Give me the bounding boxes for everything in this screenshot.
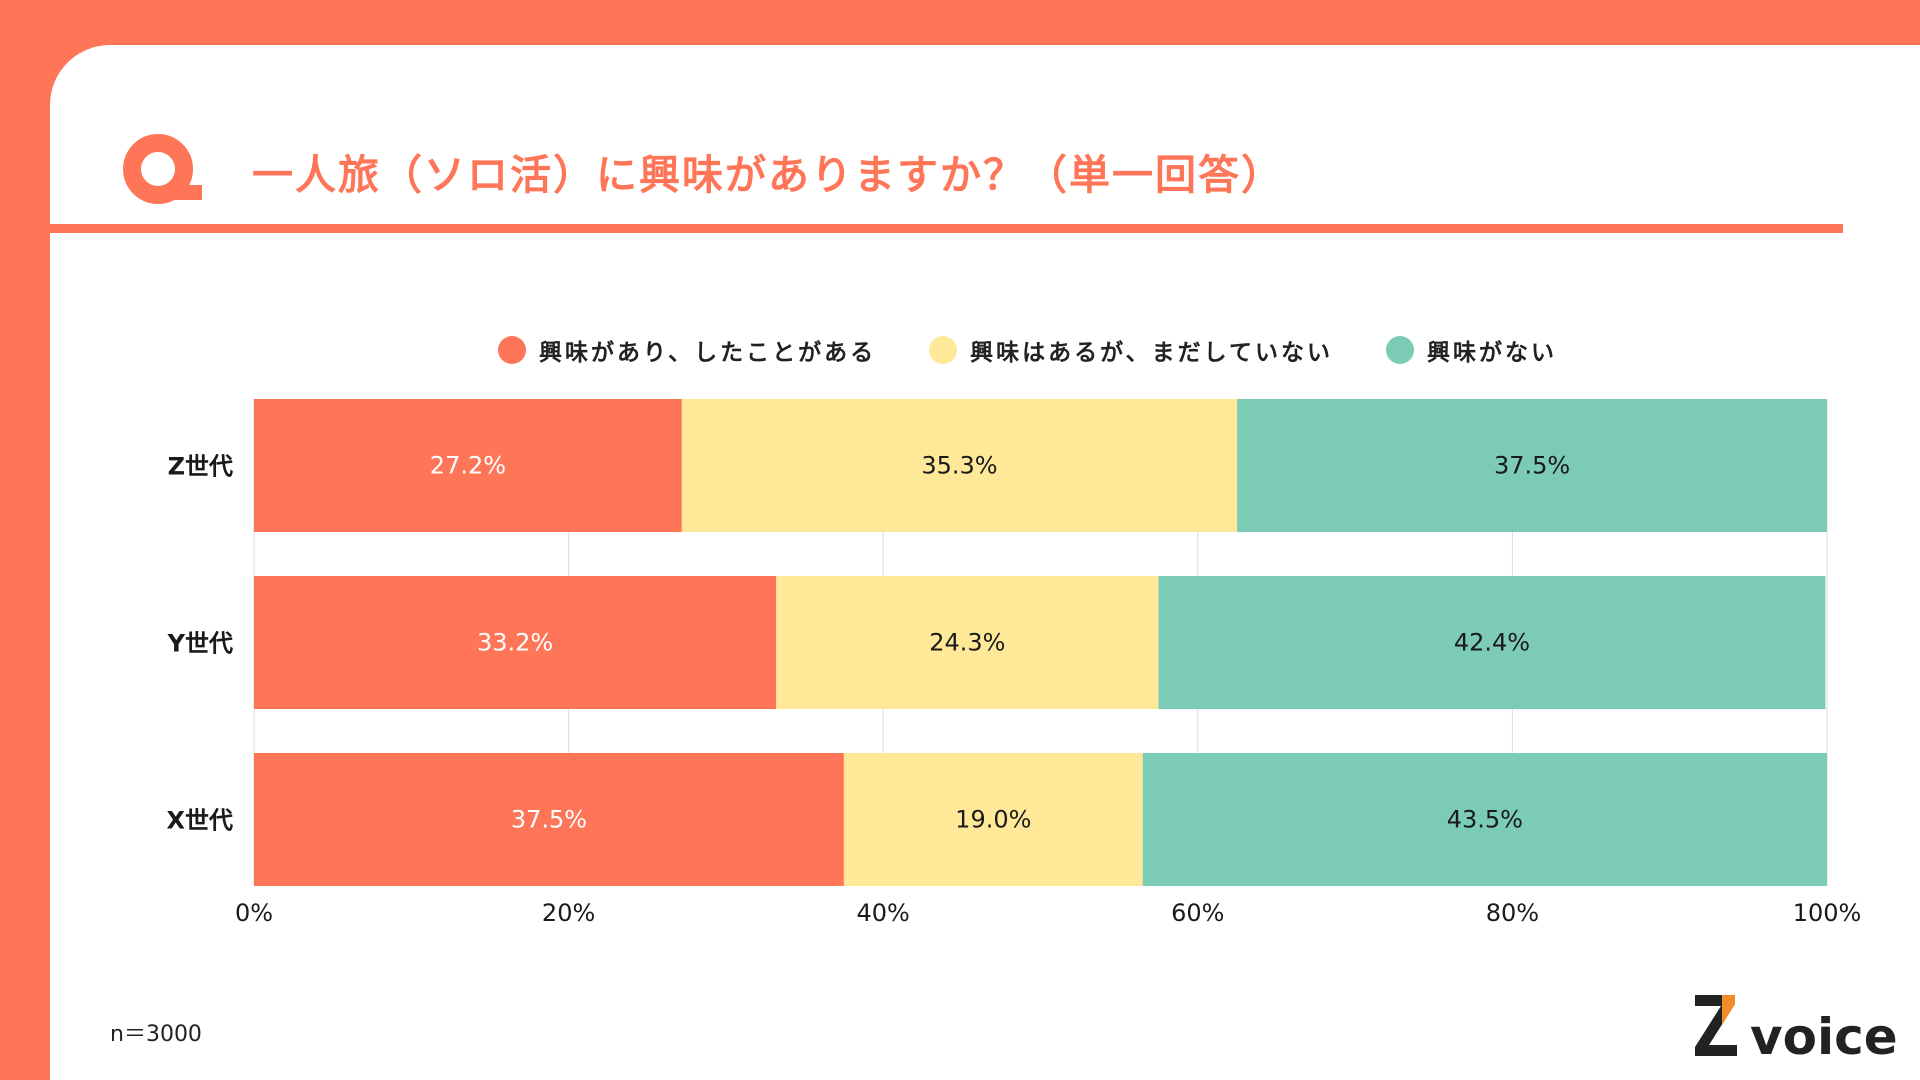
- legend-item-not-interested: 興味がない: [1385, 333, 1557, 367]
- data-label-0-2: 37.5%: [1494, 452, 1570, 480]
- bar-1-0: [254, 576, 777, 709]
- legend-label-not-interested: 興味がない: [1426, 340, 1557, 366]
- data-label-1-1: 24.3%: [929, 629, 1005, 657]
- bar-2-2: [1142, 753, 1827, 886]
- data-label-2-1: 19.0%: [955, 806, 1031, 834]
- data-label-2-2: 43.5%: [1447, 806, 1523, 834]
- category-label-2: X世代: [166, 807, 233, 835]
- data-label-1-2: 42.4%: [1454, 629, 1530, 657]
- q-letter-icon: [123, 134, 202, 204]
- bar-0-0: [254, 399, 682, 532]
- data-label-2-0: 37.5%: [511, 806, 587, 834]
- category-label-1: Y世代: [167, 630, 233, 658]
- x-tick-label-3: 60%: [1171, 899, 1224, 927]
- bar-2-1: [843, 753, 1143, 886]
- x-tick-label-2: 40%: [857, 899, 910, 927]
- legend-swatch-interested: [929, 336, 958, 364]
- zvoice-logo: voice: [1695, 995, 1898, 1065]
- x-tick-label-1: 20%: [542, 899, 595, 927]
- legend-item-tried: 興味があり、したことがある: [498, 333, 876, 367]
- x-tick-label-4: 80%: [1486, 899, 1539, 927]
- legend-item-interested: 興味はあるが、まだしていない: [929, 333, 1333, 367]
- bar-0-1: [681, 399, 1238, 532]
- legend-swatch-not-interested: [1385, 336, 1414, 364]
- bar-2-0: [254, 753, 844, 886]
- category-label-0: Z世代: [168, 453, 233, 481]
- sample-size-label: n＝3000: [110, 1022, 202, 1047]
- x-tick-label-5: 100%: [1793, 899, 1862, 927]
- x-tick-label-0: 0%: [235, 899, 273, 927]
- bar-1-2: [1158, 576, 1826, 709]
- page-title: 一人旅（ソロ活）に興味がありますか？（単一回答）: [252, 151, 1284, 199]
- legend-swatch-tried: [498, 336, 526, 364]
- chart-legend: 興味があり、したことがある 興味はあるが、まだしていない 興味がない: [498, 333, 1610, 367]
- data-label-1-0: 33.2%: [477, 629, 553, 657]
- data-label-0-0: 27.2%: [430, 452, 506, 480]
- legend-label-tried: 興味があり、したことがある: [539, 340, 877, 366]
- legend-label-interested: 興味はあるが、まだしていない: [970, 340, 1333, 366]
- content-card: [50, 45, 1920, 1080]
- title-divider: [50, 224, 1843, 233]
- data-label-0-1: 35.3%: [921, 452, 997, 480]
- svg-text:voice: voice: [1750, 1008, 1898, 1065]
- bar-0-2: [1237, 399, 1827, 532]
- bar-1-1: [776, 576, 1159, 709]
